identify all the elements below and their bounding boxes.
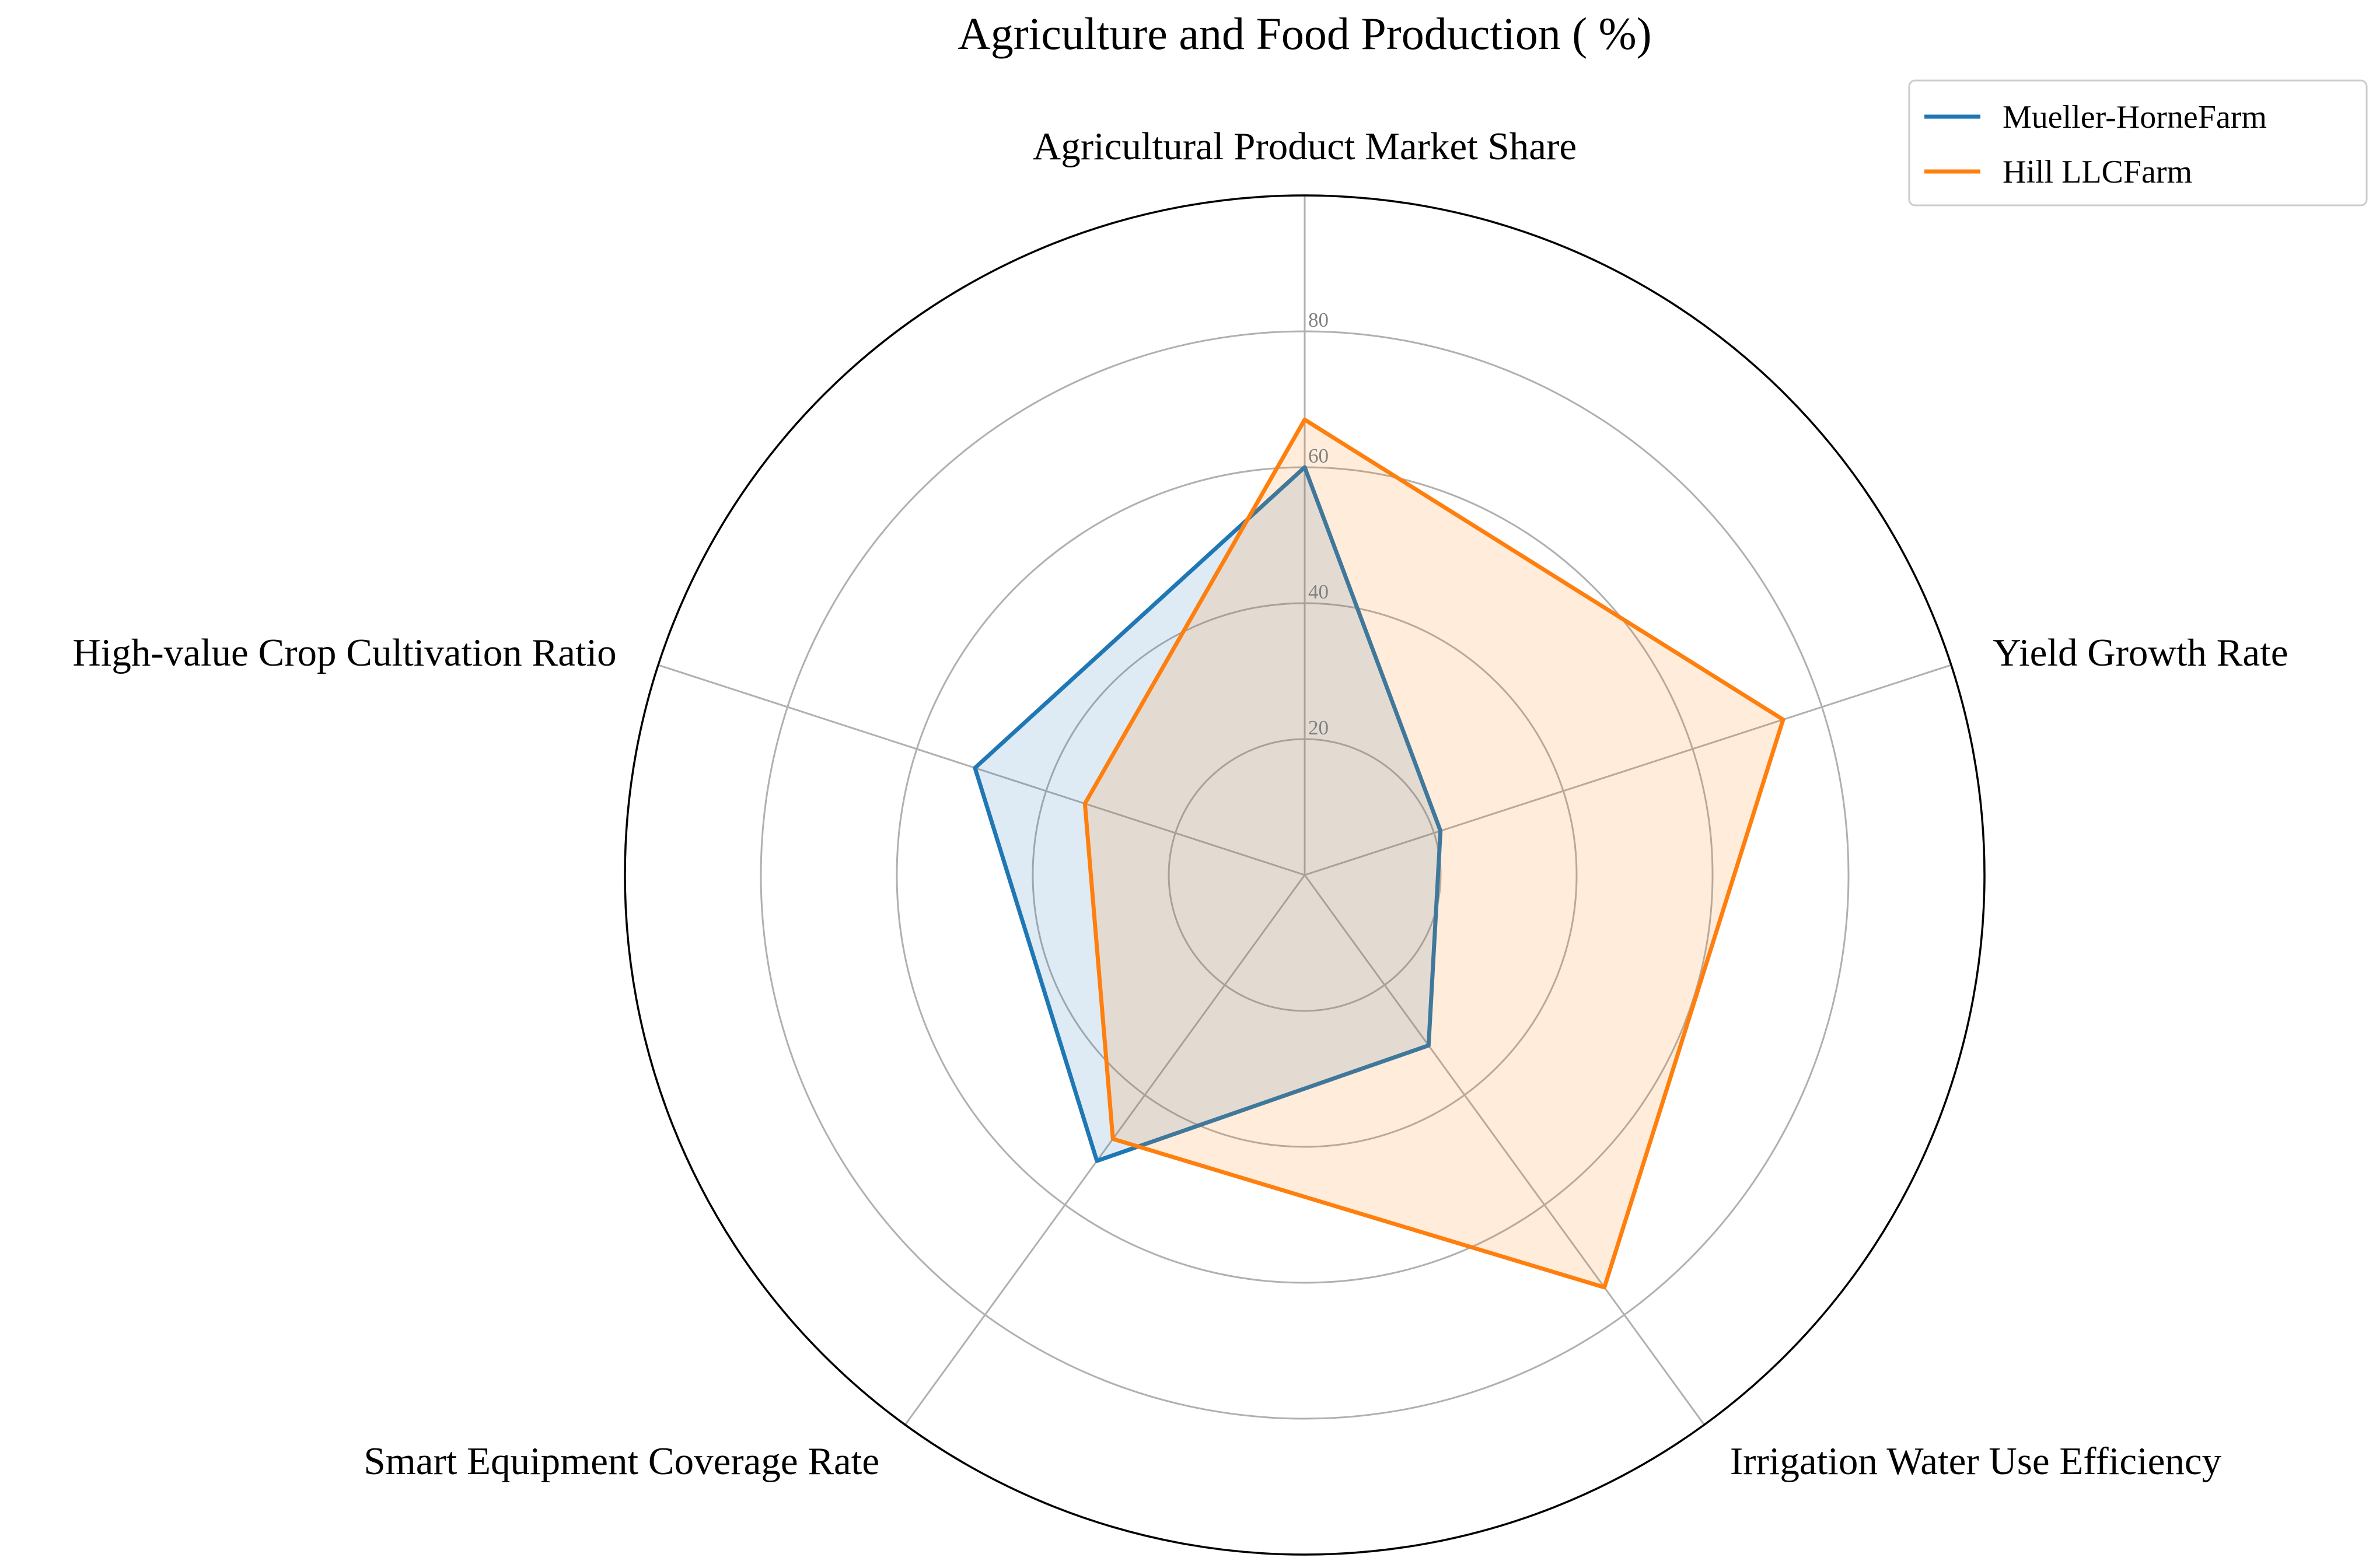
radial-tick-label: 60 — [1308, 444, 1329, 467]
series-2-point — [1304, 418, 1306, 421]
radar-series — [973, 417, 1786, 1290]
radar-grid — [624, 194, 1986, 1556]
category-label: Smart Equipment Coverage Rate — [364, 1440, 879, 1483]
category-label: Irrigation Water Use Efficiency — [1730, 1440, 2222, 1483]
category-label: Yield Growth Rate — [1993, 631, 2288, 674]
category-labels: Agricultural Product Market Share Yield G… — [72, 125, 2288, 1483]
spoke-line — [658, 664, 1305, 876]
radial-tick-label: 20 — [1308, 716, 1329, 739]
series-line-1 — [973, 465, 1443, 1163]
legend-box — [1908, 79, 2368, 206]
series-2-point — [1084, 802, 1086, 805]
category-label: High-value Crop Cultivation Ratio — [72, 631, 616, 674]
series-fill-1 — [974, 467, 1441, 1161]
series-2-point — [1112, 1138, 1114, 1140]
legend: Mueller-HorneFarm Hill LLCFarm — [1908, 79, 2368, 206]
legend-label-2: Hill LLCFarm — [2003, 154, 2192, 190]
series-line-2 — [1082, 417, 1786, 1290]
series-1-point — [1427, 1044, 1430, 1047]
chart-title: Agriculture and Food Production ( %) — [958, 8, 1651, 59]
series-1-point — [1439, 830, 1442, 832]
radial-tick-label: 40 — [1308, 580, 1329, 603]
series-1-point — [1095, 1160, 1098, 1163]
spoke-line — [904, 874, 1306, 1426]
series-2-point — [1781, 718, 1784, 721]
spoke-line — [1304, 874, 1705, 1426]
outer-frame — [624, 194, 1986, 1556]
series-2-point — [1603, 1286, 1606, 1289]
radial-tick-labels: 20 40 60 80 — [1308, 309, 1329, 739]
legend-label-1: Mueller-HorneFarm — [2003, 99, 2267, 135]
series-1-point — [973, 766, 976, 769]
category-label: Agricultural Product Market Share — [1033, 125, 1577, 168]
series-fill-2 — [1085, 419, 1783, 1287]
radial-tick-label: 80 — [1308, 309, 1329, 331]
series-1-point — [1304, 466, 1306, 468]
spoke-line — [1304, 664, 1952, 876]
